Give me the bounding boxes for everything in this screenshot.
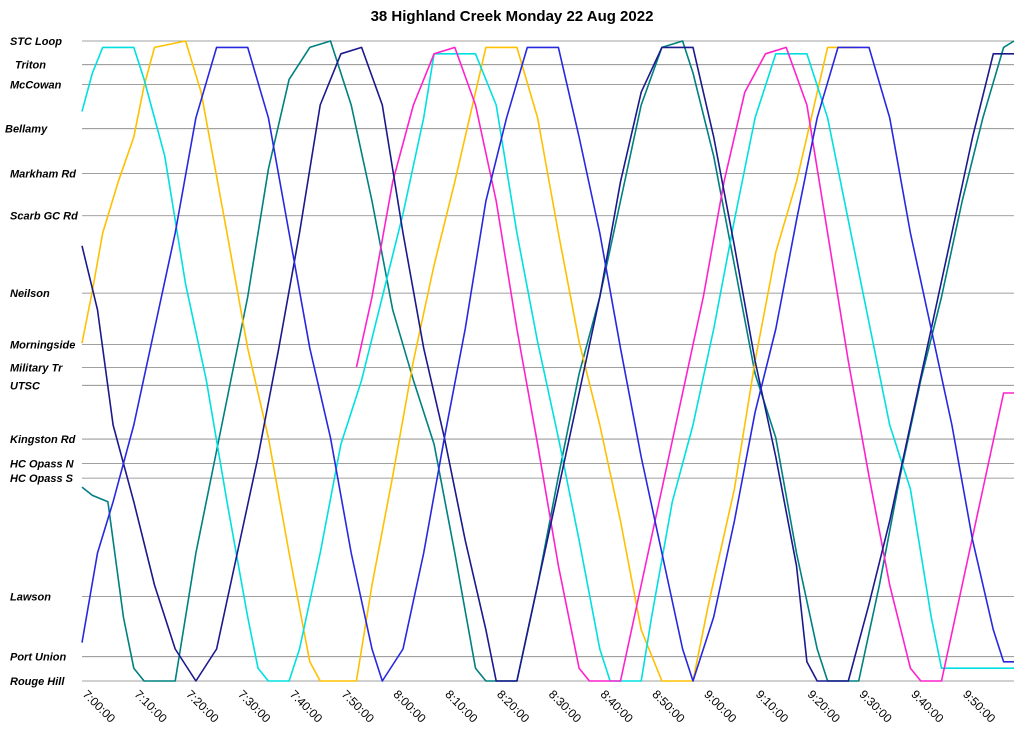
time-tick-labels: 7:00:00 7:10:00 7:20:00 7:30:00 7:40:00 7:50:…	[80, 687, 999, 725]
time-tick-7-20-00: 7:20:00	[183, 687, 221, 725]
time-tick-9-50-00: 9:50:00	[960, 687, 998, 725]
stop-label-utsc: UTSC	[10, 380, 41, 392]
trip-line-3	[81, 46, 1014, 682]
time-tick-9-10-00: 9:10:00	[753, 687, 791, 725]
stop-label-kingston-rd: Kingston Rd	[10, 434, 76, 446]
stop-label-port-union: Port Union	[10, 652, 66, 664]
stop-label-markham-rd: Markham Rd	[10, 168, 76, 180]
stop-label-lawson: Lawson	[10, 592, 51, 604]
stop-label-military-tr: Military Tr	[10, 362, 63, 374]
time-tick-7-10-00: 7:10:00	[132, 687, 170, 725]
trip-lines	[81, 40, 1015, 682]
time-tick-7-30-00: 7:30:00	[235, 687, 273, 725]
stop-label-scarb-gc-rd: Scarb GC Rd	[10, 211, 78, 223]
time-tick-9-40-00: 9:40:00	[908, 687, 946, 725]
stop-label-stc-loop: STC Loop	[10, 36, 62, 48]
time-tick-8-10-00: 8:10:00	[442, 687, 480, 725]
stop-label-rouge-hill: Rouge Hill	[10, 676, 65, 688]
stop-label-neilson: Neilson	[10, 288, 50, 300]
stop-label-morningside: Morningside	[10, 339, 75, 351]
stop-label-triton: Triton	[15, 60, 46, 72]
trip-line-2	[81, 40, 859, 682]
chart-title: 38 Highland Creek Monday 22 Aug 2022	[370, 8, 654, 25]
time-tick-9-00-00: 9:00:00	[701, 687, 739, 725]
time-tick-9-30-00: 9:30:00	[857, 687, 895, 725]
stop-label-hc-opass-s: HC Opass S	[10, 473, 74, 485]
trip-line-5	[81, 46, 1014, 682]
time-tick-8-00-00: 8:00:00	[391, 687, 429, 725]
trip-line-4	[355, 46, 1014, 682]
time-tick-7-00-00: 7:00:00	[80, 687, 118, 725]
stop-label-bellamy: Bellamy	[5, 124, 48, 136]
time-tick-7-50-00: 7:50:00	[339, 687, 377, 725]
time-tick-8-30-00: 8:30:00	[546, 687, 584, 725]
stop-labels: STC Loop Triton McCowan Bellamy Markham Rd Sc…	[5, 36, 78, 688]
stop-label-hc-opass-n: HC Opass N	[10, 458, 75, 470]
trip-line-6	[81, 46, 1014, 682]
time-tick-8-40-00: 8:40:00	[598, 687, 636, 725]
time-tick-8-20-00: 8:20:00	[494, 687, 532, 725]
time-tick-8-50-00: 8:50:00	[649, 687, 687, 725]
stop-label-mccowan: McCowan	[10, 80, 62, 92]
time-tick-7-40-00: 7:40:00	[287, 687, 325, 725]
time-tick-9-20-00: 9:20:00	[805, 687, 843, 725]
